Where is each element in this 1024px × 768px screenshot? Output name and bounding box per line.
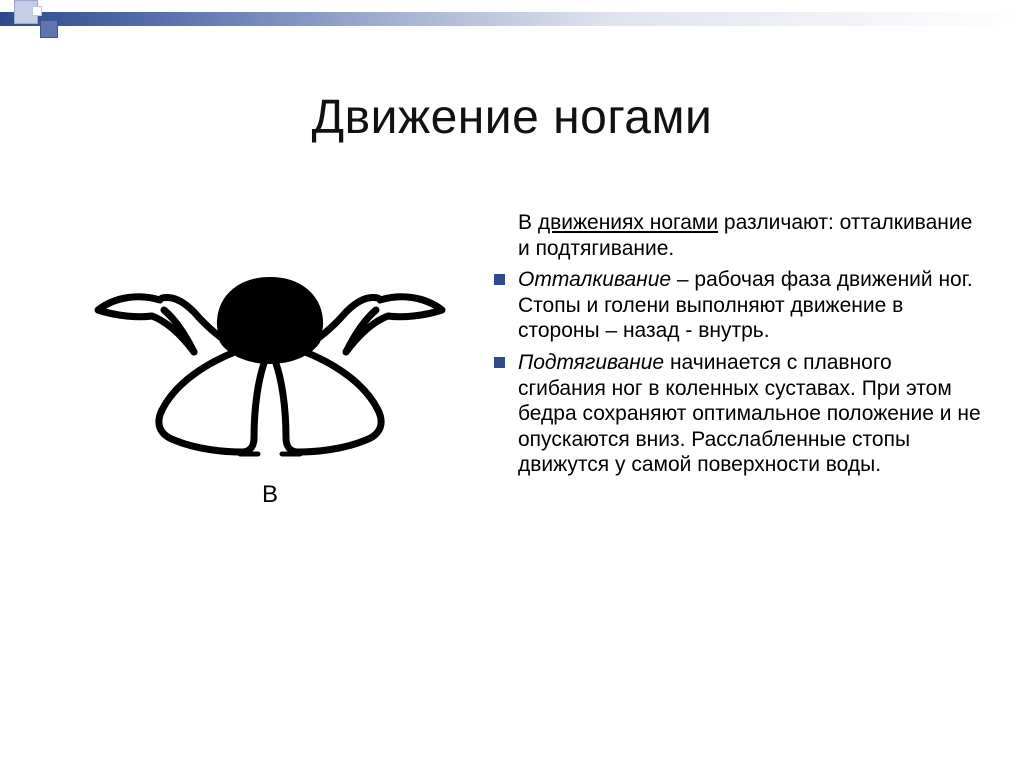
figure-label: В: [90, 481, 450, 509]
underlined-text: движениях ногами: [538, 211, 718, 234]
body: В В движениях ногами различают: отталкив…: [50, 210, 984, 738]
decorative-square-icon: [32, 6, 42, 16]
text-column: В движениях ногами различают: отталкиван…: [490, 210, 984, 738]
text: В: [518, 211, 538, 234]
italic-lead: Отталкивание: [518, 268, 671, 291]
list-item: Подтягивание начинается с плавного сгиба…: [490, 350, 984, 478]
bullet-list: В движениях ногами различают: отталкиван…: [490, 210, 984, 478]
italic-lead: Подтягивание: [518, 351, 664, 374]
slide: Движение ногами: [0, 0, 1024, 768]
figure-column: В: [50, 210, 490, 738]
page-title: Движение ногами: [0, 90, 1024, 145]
legs-diagram-icon: [90, 240, 450, 470]
list-item: В движениях ногами различают: отталкиван…: [490, 210, 984, 261]
topbar-gradient: [0, 12, 1024, 26]
topbar: [0, 0, 1024, 40]
list-item: Отталкивание – рабочая фаза движений ног…: [490, 267, 984, 344]
figure: В: [90, 240, 450, 509]
decorative-square-icon: [40, 20, 58, 38]
